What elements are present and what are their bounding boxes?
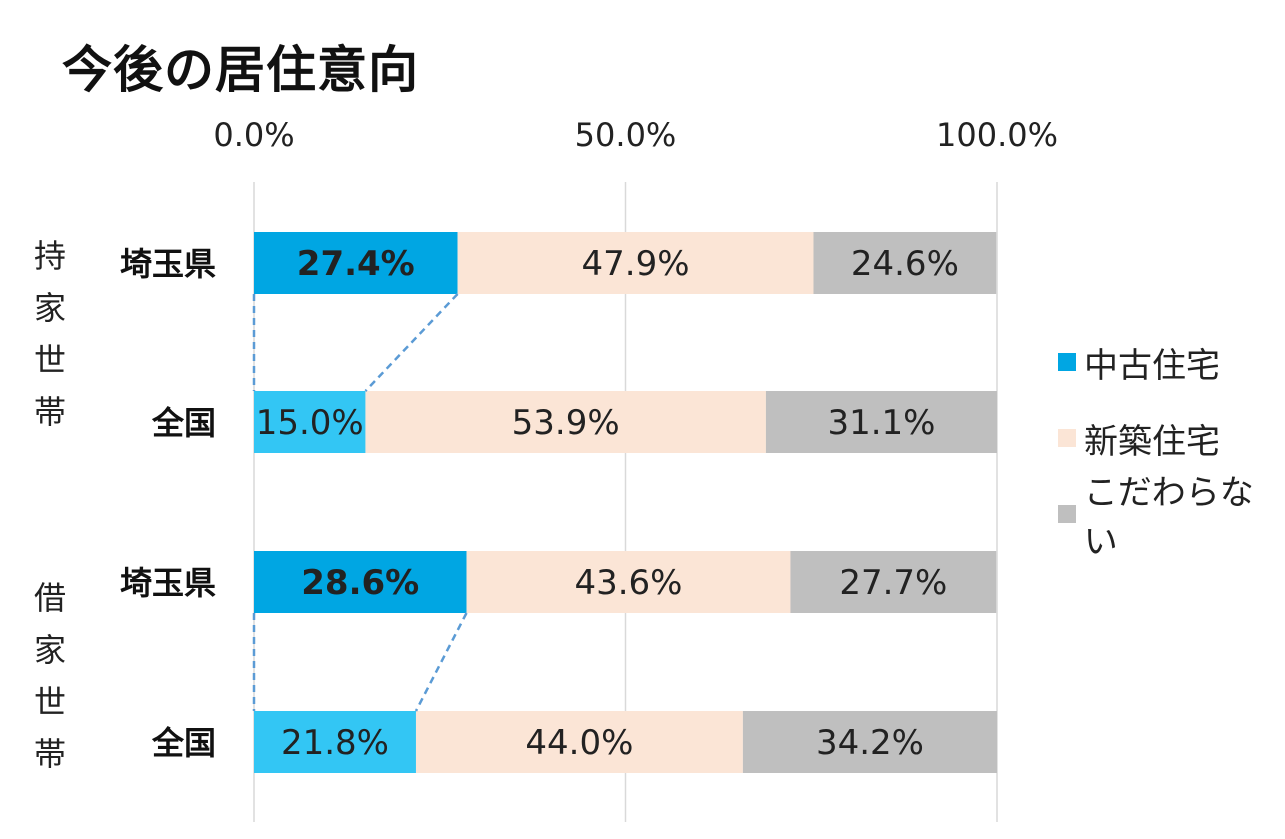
bar-segment (415, 711, 743, 773)
data-label: 24.6% (851, 244, 959, 284)
connector-line-right (414, 612, 468, 712)
legend-item-new: 新築住宅 (1058, 418, 1285, 462)
group-label-char: 持 (34, 237, 66, 275)
data-label: 53.9% (512, 403, 620, 443)
data-label: 47.9% (582, 244, 690, 284)
data-label: 15.0% (256, 403, 364, 443)
legend-swatch-no-preference (1058, 505, 1076, 523)
legend-swatch-new (1058, 429, 1076, 447)
category-label: 埼玉県 (120, 245, 216, 283)
data-label: 28.6% (301, 563, 419, 603)
bar-segment (790, 551, 997, 613)
category-label: 全国 (151, 404, 216, 442)
category-label: 全国 (151, 724, 216, 762)
data-label: 43.6% (574, 563, 682, 603)
bar-segment (254, 391, 366, 453)
bar-segment (466, 551, 791, 613)
data-label: 34.2% (816, 723, 924, 763)
bar-segment (254, 551, 467, 613)
legend-item-used: 中古住宅 (1058, 342, 1285, 386)
x-tick-label: 100.0% (936, 116, 1058, 154)
legend-item-no-preference: こだわらない (1058, 473, 1285, 562)
legend-label-no-preference: こだわらない (1083, 473, 1254, 562)
legend: 中古住宅 新築住宅 こだわらない (1058, 342, 1285, 570)
data-label: 21.8% (281, 723, 389, 763)
bar-segment (254, 711, 416, 773)
bar-segment (742, 711, 997, 773)
connector-line-right (364, 293, 459, 392)
legend-label-new: 新築住宅 (1084, 421, 1220, 462)
bar-segment (365, 391, 766, 453)
bar-segment (457, 232, 814, 294)
data-label: 27.7% (839, 563, 947, 603)
x-tick-label: 50.0% (575, 116, 677, 154)
group-label-char: 借 (34, 579, 66, 617)
bar-segment (765, 391, 997, 453)
data-label: 44.0% (525, 723, 633, 763)
legend-swatch-used (1058, 353, 1076, 371)
group-label-char: 世 (34, 341, 66, 379)
group-label-char: 帯 (34, 735, 66, 773)
group-label-char: 家 (34, 289, 66, 327)
data-label: 27.4% (297, 244, 415, 284)
data-label: 31.1% (827, 403, 935, 443)
group-label-char: 世 (34, 683, 66, 721)
group-label-char: 家 (34, 631, 66, 669)
category-label: 埼玉県 (120, 564, 216, 602)
group-label-char: 帯 (34, 393, 66, 431)
x-tick-label: 0.0% (213, 116, 294, 154)
chart-title: 今後の居住意向 (62, 41, 419, 99)
bar-segment (254, 232, 458, 294)
legend-label-used: 中古住宅 (1084, 345, 1220, 386)
bar-segment (813, 232, 997, 294)
